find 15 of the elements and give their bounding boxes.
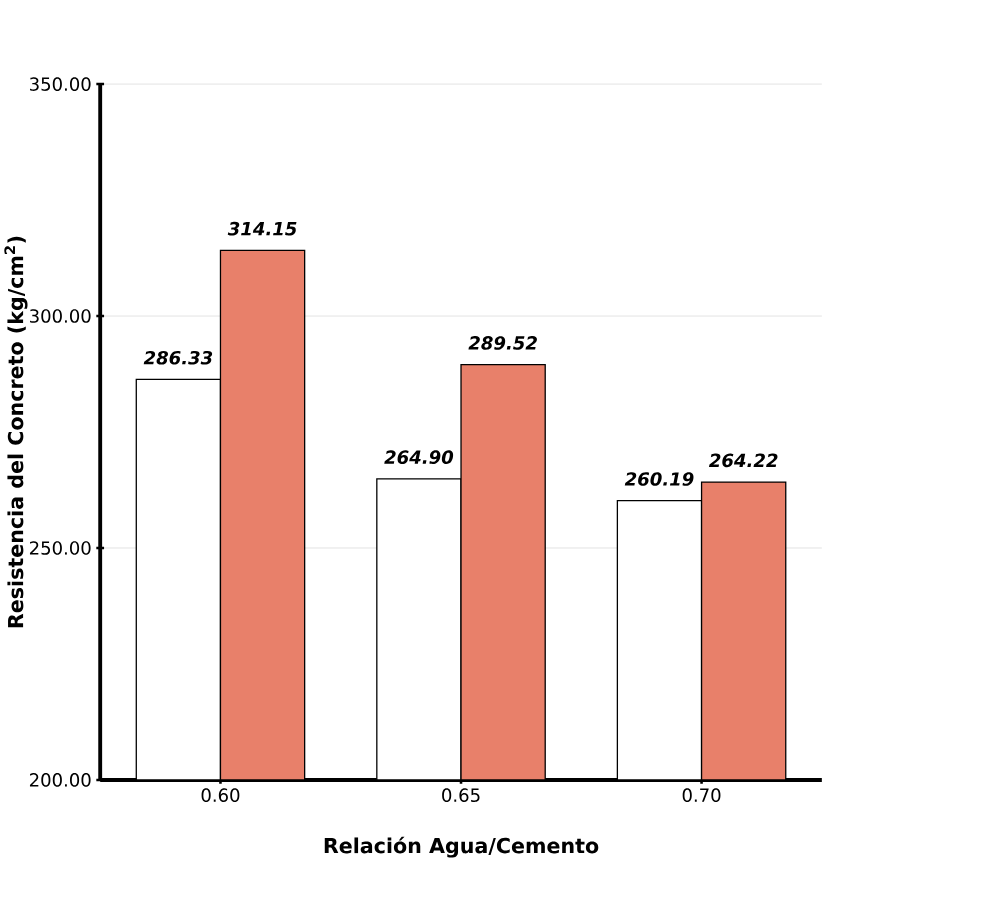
data-label: 289.52 <box>468 336 537 350</box>
data-label: 264.90 <box>384 450 454 465</box>
y-tick-label: 300.00 <box>30 309 91 324</box>
data-label: 286.33 <box>143 351 213 365</box>
y-tick-label: 200.00 <box>29 773 91 787</box>
y-tick-label: 250.00 <box>29 541 91 555</box>
x-tick-label: 0.65 <box>442 788 480 803</box>
y-tick-label: 350.00 <box>30 77 91 92</box>
data-label: 264.22 <box>708 453 778 468</box>
data-label: 314.15 <box>227 222 297 236</box>
x-axis-title: Relación Agua/Cemento <box>324 836 599 858</box>
x-tick-label: 0.70 <box>682 788 721 803</box>
data-label: 260.19 <box>624 472 694 487</box>
y-axis-title: Resistencia del Concreto (kg/cm$^{2}$) <box>4 236 28 628</box>
x-tick-label: 0.60 <box>201 788 240 803</box>
